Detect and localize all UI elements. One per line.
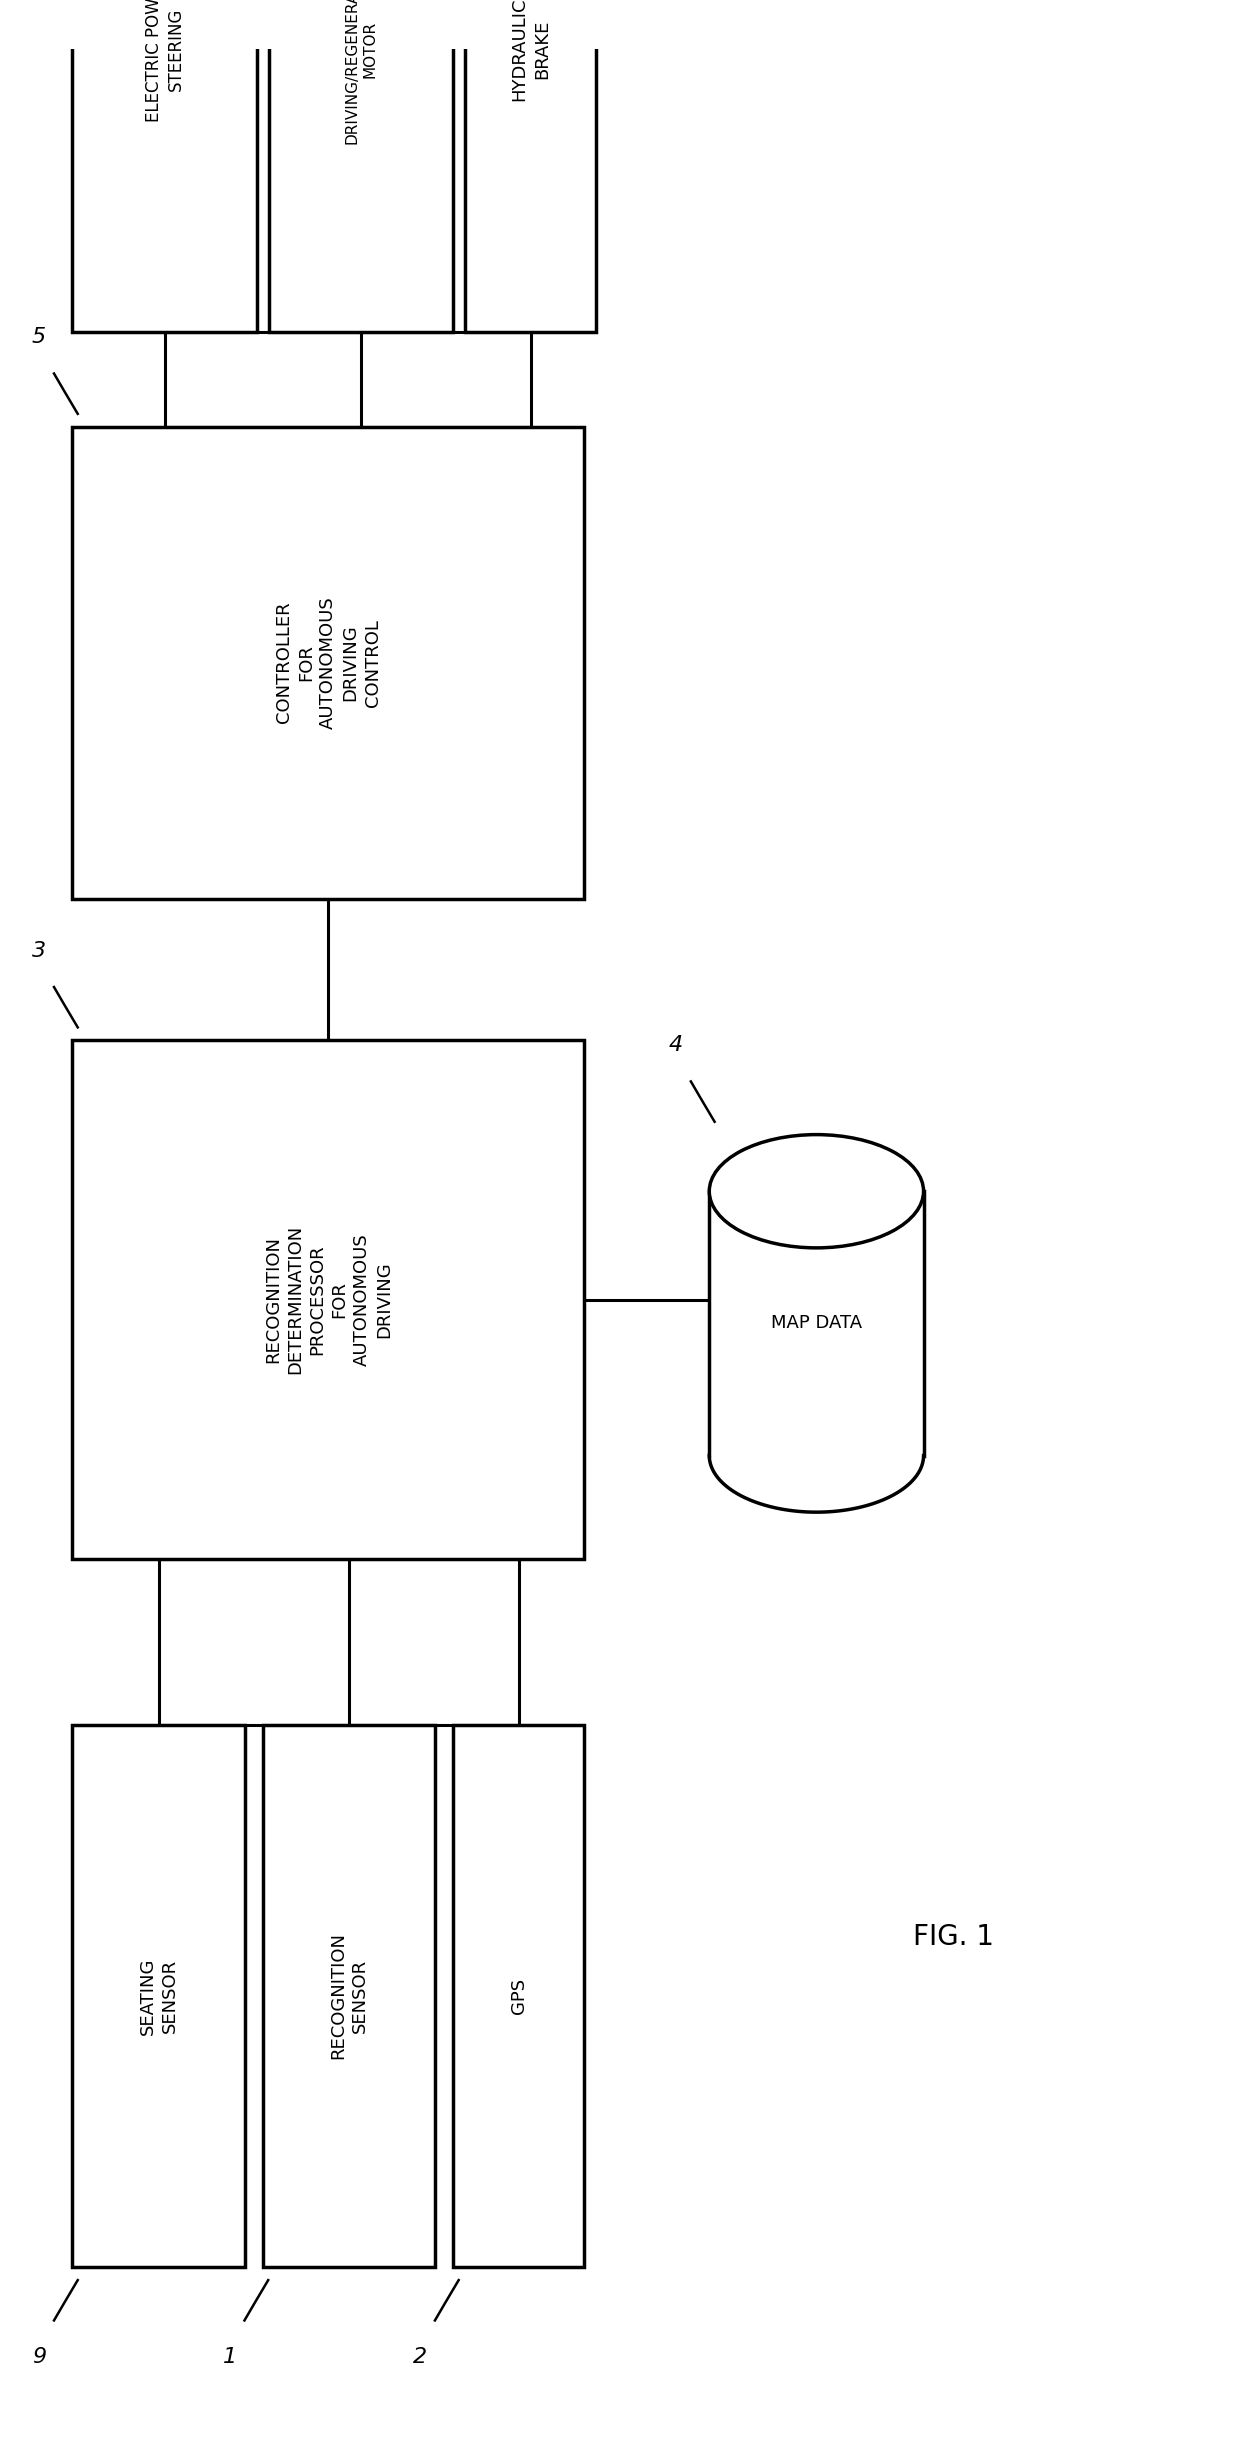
Text: GPS: GPS xyxy=(510,1979,528,2013)
Text: CONTROLLER
FOR
AUTONOMOUS
DRIVING
CONTROL: CONTROLLER FOR AUTONOMOUS DRIVING CONTRO… xyxy=(275,597,382,730)
Bar xyxy=(263,1726,435,2266)
Bar xyxy=(72,428,584,900)
Text: ELECTRIC POWER
STEERING: ELECTRIC POWER STEERING xyxy=(145,0,185,123)
Text: FIG. 1: FIG. 1 xyxy=(913,1922,993,1952)
Text: 9: 9 xyxy=(32,2347,46,2367)
Text: HYDRAULIC
BRAKE: HYDRAULIC BRAKE xyxy=(511,0,551,101)
Bar xyxy=(454,1726,584,2266)
Text: DRIVING/REGENERATION
MOTOR: DRIVING/REGENERATION MOTOR xyxy=(345,0,378,145)
Bar xyxy=(465,0,596,332)
Text: SEATING
SENSOR: SEATING SENSOR xyxy=(139,1957,179,2035)
Text: 3: 3 xyxy=(32,941,46,961)
Text: RECOGNITION
SENSOR: RECOGNITION SENSOR xyxy=(329,1932,370,2060)
Ellipse shape xyxy=(709,1136,924,1249)
Bar xyxy=(269,0,454,332)
Text: MAP DATA: MAP DATA xyxy=(771,1315,862,1332)
Bar xyxy=(709,1192,924,1455)
Bar xyxy=(72,0,257,332)
Bar xyxy=(72,1726,246,2266)
Bar xyxy=(72,1040,584,1558)
Text: 4: 4 xyxy=(668,1035,683,1054)
Text: 5: 5 xyxy=(32,327,46,347)
Text: 2: 2 xyxy=(413,2347,427,2367)
Text: 1: 1 xyxy=(222,2347,237,2367)
Text: RECOGNITION
DETERMINATION
PROCESSOR
FOR
AUTONOMOUS
DRIVING: RECOGNITION DETERMINATION PROCESSOR FOR … xyxy=(264,1224,393,1374)
